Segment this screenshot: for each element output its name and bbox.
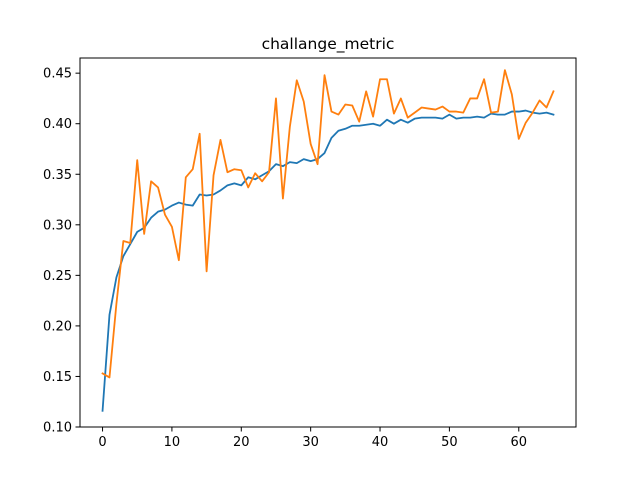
x-tick-label: 20 bbox=[233, 435, 250, 450]
y-tick-label: 0.10 bbox=[43, 421, 72, 436]
series-line-2 bbox=[101, 69, 555, 379]
y-tick-label: 0.20 bbox=[43, 319, 72, 334]
ticks-layer: 0 10 20 30 40 50 60 0.10 0.15 0.20 0.25 0.30 0.35 0.4… bbox=[43, 67, 527, 450]
x-tick-label: 0 bbox=[98, 435, 106, 450]
y-tick-label: 0.35 bbox=[43, 168, 72, 183]
x-tick-label: 60 bbox=[510, 435, 527, 450]
series-line-1 bbox=[101, 109, 555, 412]
y-tick-label: 0.25 bbox=[43, 269, 72, 284]
y-tick-label: 0.30 bbox=[43, 218, 72, 233]
x-tick-label: 30 bbox=[302, 435, 319, 450]
y-tick-label: 0.45 bbox=[43, 67, 72, 82]
chart-title: challange_metric bbox=[262, 35, 395, 54]
y-tick-label: 0.40 bbox=[43, 117, 72, 132]
x-tick-label: 50 bbox=[441, 435, 458, 450]
series-layer bbox=[101, 69, 555, 412]
plot-frame bbox=[79, 57, 577, 428]
y-tick-label: 0.15 bbox=[43, 370, 72, 385]
x-tick-label: 40 bbox=[372, 435, 389, 450]
x-tick-label: 10 bbox=[164, 435, 181, 450]
